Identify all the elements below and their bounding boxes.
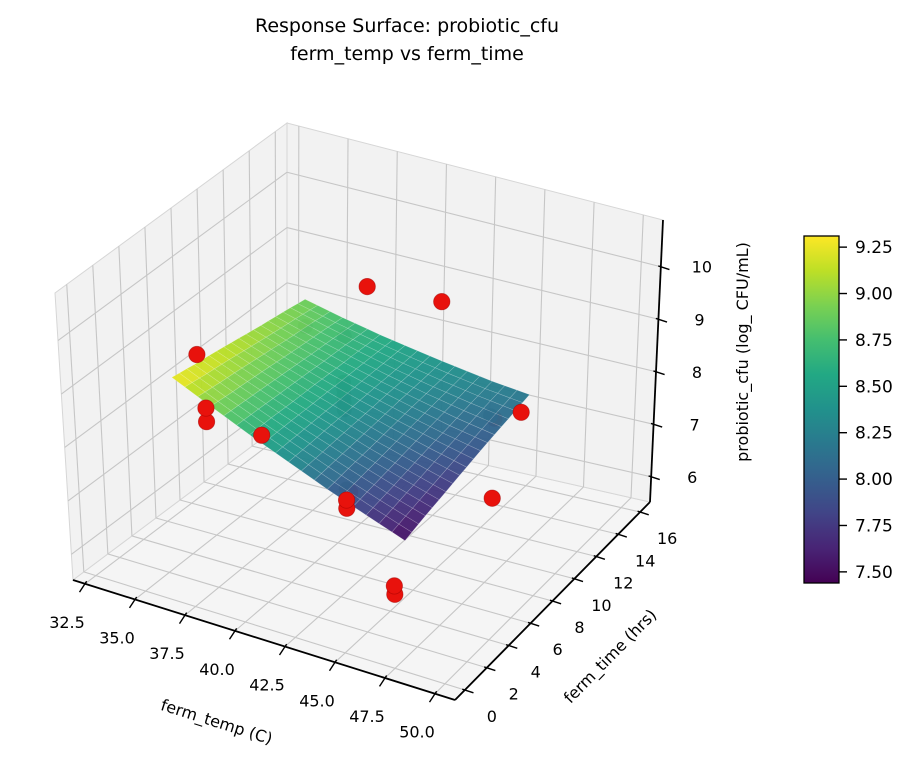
y-tick — [615, 532, 628, 538]
svg-text:42.5: 42.5 — [249, 676, 285, 695]
grid-line — [286, 171, 661, 268]
z-axis-title: probiotic_cfu (log_ CFU/mL) — [733, 242, 753, 462]
response-surface — [171, 298, 530, 541]
surface-facet — [446, 460, 467, 476]
surface-facet — [391, 523, 413, 541]
svg-text:7: 7 — [689, 415, 699, 434]
y-tick — [571, 577, 584, 583]
grid-line — [203, 481, 575, 580]
colorbar-tick-label: 8.00 — [855, 470, 893, 490]
grid-line — [179, 499, 553, 602]
y-tick — [637, 510, 649, 516]
svg-text:16: 16 — [657, 529, 677, 548]
colorbar-tick-label: 7.50 — [855, 563, 893, 583]
grid-line — [286, 226, 659, 320]
svg-text:37.5: 37.5 — [149, 644, 185, 663]
surface-facet — [405, 507, 426, 525]
colorbar-tick-label: 7.75 — [855, 516, 893, 536]
scatter-point — [197, 399, 215, 417]
colorbar-tick-label: 9.25 — [855, 238, 893, 258]
y-tick — [549, 599, 562, 605]
grid-line — [83, 571, 466, 691]
scatter-point — [385, 577, 403, 595]
colorbar-tick-label: 8.25 — [855, 424, 893, 444]
z-tick — [648, 475, 660, 481]
x-axis-title: ferm_temp (C) — [158, 695, 275, 749]
surface-facet — [398, 515, 419, 533]
svg-text:14: 14 — [635, 551, 655, 570]
surface-facet — [425, 484, 447, 501]
x-tick — [428, 690, 438, 703]
x-tick — [328, 659, 338, 672]
svg-text:47.5: 47.5 — [349, 707, 385, 726]
x-tick — [228, 627, 238, 640]
svg-text:0: 0 — [487, 707, 497, 726]
scatter-points — [188, 277, 530, 603]
grid-line — [131, 535, 509, 647]
surface-facet — [419, 492, 440, 509]
grid-line — [57, 171, 288, 342]
svg-text:10: 10 — [591, 596, 611, 615]
y-tick — [593, 554, 606, 560]
surface-facet — [460, 444, 481, 460]
svg-text:10: 10 — [692, 258, 712, 277]
y-tick — [462, 688, 474, 694]
svg-text:12: 12 — [613, 574, 633, 593]
svg-text:9: 9 — [694, 310, 704, 329]
y-tick — [483, 666, 496, 672]
grid-line — [107, 553, 487, 669]
scatter-point — [358, 277, 376, 296]
colorbar-tick-label: 8.75 — [855, 331, 893, 351]
scatter-point — [512, 403, 530, 421]
grid-line — [286, 282, 657, 373]
surface-facet — [467, 436, 488, 452]
svg-text:6: 6 — [552, 640, 562, 659]
z-tick — [653, 370, 665, 376]
scatter-point — [433, 293, 451, 311]
surface-facet — [481, 421, 502, 436]
x-tick — [128, 596, 138, 609]
x-tick — [178, 612, 188, 624]
colorbar-gradient — [803, 235, 840, 584]
svg-text:4: 4 — [531, 662, 541, 681]
svg-text:8: 8 — [574, 618, 584, 637]
svg-text:40.0: 40.0 — [199, 660, 235, 679]
y-tick — [505, 643, 518, 649]
svg-text:8: 8 — [692, 363, 702, 382]
x-axis-spine — [72, 579, 456, 701]
scatter-point — [188, 345, 206, 364]
y-tick — [527, 621, 540, 627]
z-tick — [655, 317, 668, 323]
svg-text:32.5: 32.5 — [49, 613, 85, 632]
scatter-point — [483, 489, 501, 507]
svg-text:6: 6 — [687, 468, 697, 487]
grid-line — [61, 227, 288, 395]
colorbar-tick-label: 9.00 — [855, 285, 893, 305]
colorbar: 7.50 7.75 8.00 8.25 8.50 8.75 9.00 9.25 — [803, 235, 893, 584]
x-tick — [278, 643, 288, 656]
svg-text:50.0: 50.0 — [399, 723, 435, 742]
x-tick — [378, 675, 388, 687]
colorbar-tick-label: 8.50 — [855, 377, 893, 397]
grid-line — [64, 282, 288, 448]
svg-text:45.0: 45.0 — [299, 691, 335, 710]
scatter-point — [337, 491, 356, 509]
svg-text:2: 2 — [509, 685, 519, 704]
z-tick — [650, 422, 663, 428]
x-tick — [78, 580, 88, 593]
grid-line — [155, 517, 531, 624]
svg-text:35.0: 35.0 — [99, 628, 135, 647]
scatter-point — [253, 426, 271, 444]
z-tick — [658, 265, 670, 271]
